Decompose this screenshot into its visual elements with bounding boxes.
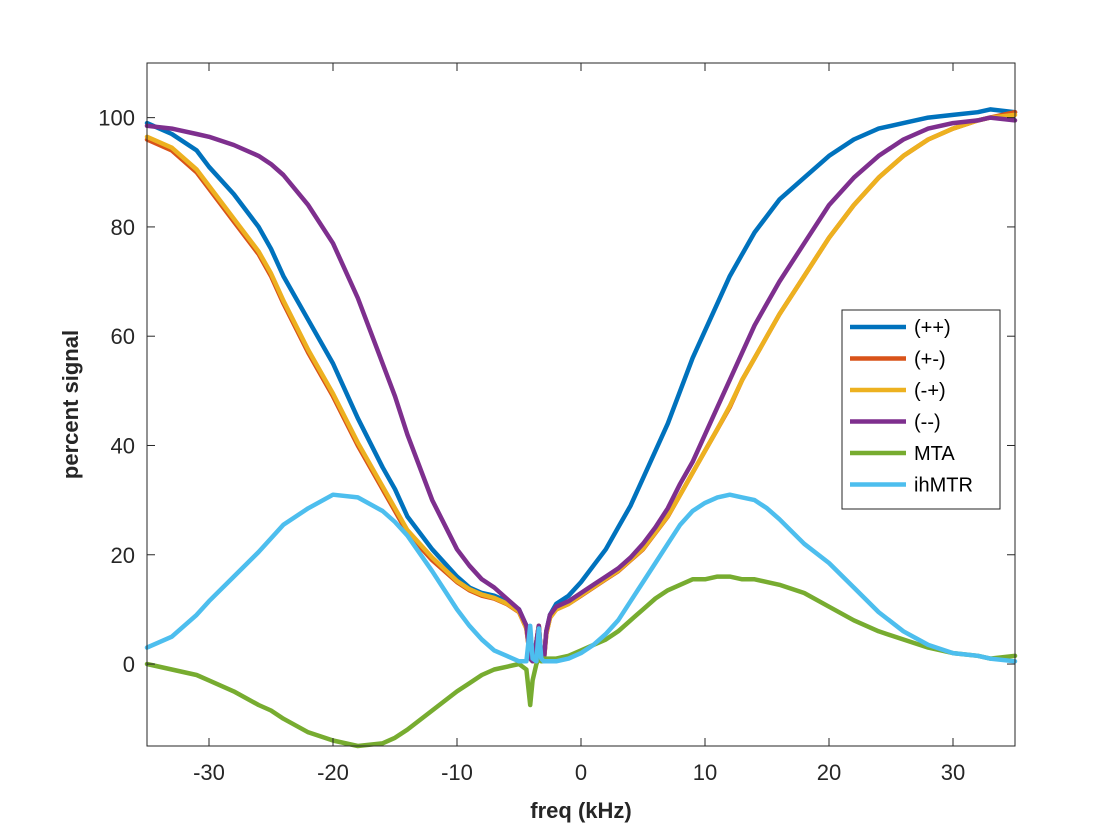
x-tick-label: 0 <box>575 760 587 785</box>
y-tick-label: 0 <box>123 652 135 677</box>
x-tick-label: -20 <box>317 760 349 785</box>
legend[interactable]: (++) (+-) (-+) (--) MTA ihMTR <box>841 309 1001 510</box>
y-axis-title: percent signal <box>58 330 83 479</box>
x-tick-label: -10 <box>441 760 473 785</box>
y-tick-label: 100 <box>98 106 135 131</box>
legend-entry-label: (-+) <box>914 380 946 402</box>
series-line-5 <box>144 574 1018 749</box>
x-tick-label: 30 <box>941 760 965 785</box>
x-tick-label: -30 <box>193 760 225 785</box>
legend-entry-label: (++) <box>914 317 951 339</box>
x-axis: -30 -20 -10 0 10 20 30 <box>193 63 965 785</box>
y-axis: 0 20 40 60 80 100 <box>98 106 1015 677</box>
series-line-6 <box>144 492 1018 664</box>
x-axis-title: freq (kHz) <box>530 798 631 823</box>
legend-entry-label: (--) <box>914 412 941 434</box>
legend-entry-label: MTA <box>914 443 955 465</box>
series-lines <box>144 107 1018 749</box>
x-tick-label: 20 <box>817 760 841 785</box>
series-line-4 <box>144 115 1018 664</box>
legend-entry-label: ihMTR <box>914 475 973 497</box>
y-tick-label: 80 <box>111 215 135 240</box>
legend-box <box>841 309 1001 510</box>
y-tick-label: 20 <box>111 543 135 568</box>
y-tick-label: 60 <box>111 324 135 349</box>
legend-entry-label: (+-) <box>914 349 946 371</box>
x-tick-label: 10 <box>693 760 717 785</box>
y-tick-label: 40 <box>111 433 135 458</box>
